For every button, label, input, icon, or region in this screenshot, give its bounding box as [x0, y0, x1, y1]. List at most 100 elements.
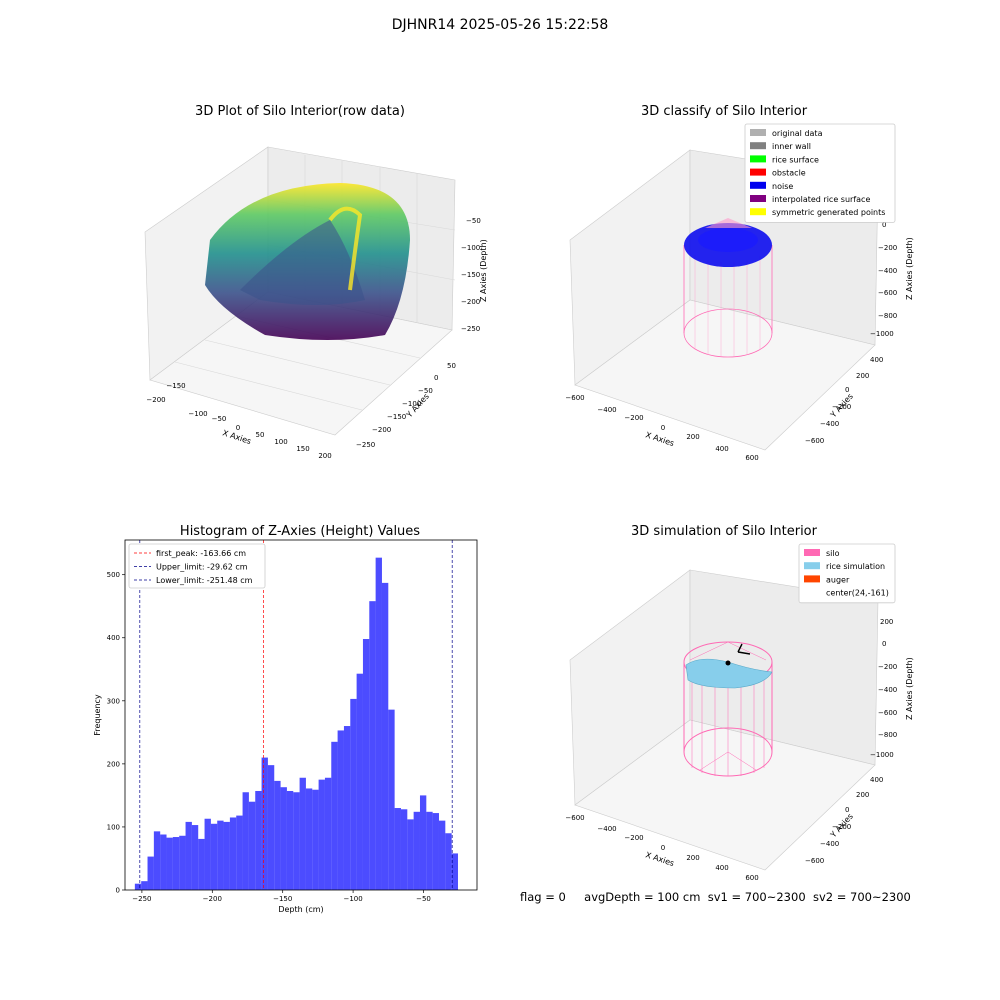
classify-z-tick: 0: [882, 221, 886, 229]
histogram-bar: [236, 815, 243, 890]
simulation-legend-swatch: [804, 562, 820, 570]
simulation-center-marker: [725, 643, 751, 666]
classify-x-tick: 400: [715, 445, 728, 453]
histogram-bar: [318, 779, 325, 890]
histogram-y-tick: 400: [107, 634, 120, 642]
histogram-bar: [172, 837, 180, 890]
histogram-bar: [293, 792, 300, 890]
histogram-chart: −250 −200 −150 −100 −50 0 100 200 300 400 500 Depth…: [93, 539, 478, 914]
classify-y-tick: 200: [856, 372, 869, 380]
simulation-y-tick: 400: [870, 776, 883, 784]
histogram-bar: [337, 730, 344, 890]
simulation-legend-label: auger: [826, 575, 850, 584]
histogram-bar: [280, 787, 287, 890]
simulation-y-tick: 200: [856, 791, 869, 799]
simulation-x-tick: −400: [597, 825, 616, 833]
raw-y-tick: −200: [372, 426, 391, 434]
raw-x-tick: 0: [236, 424, 240, 432]
classify-silo-wireframe: [683, 245, 773, 358]
histogram-bar: [223, 821, 230, 890]
histogram-bar: [350, 698, 357, 890]
simulation-x-label: X Axies: [644, 850, 675, 868]
histogram-bar: [438, 820, 446, 890]
classify-legend-swatch: [750, 168, 766, 176]
histogram-legend: first_peak: -163.66 cm Upper_limit: -29.6…: [128, 543, 266, 589]
classify-z-tick: −400: [878, 267, 897, 275]
raw-z-tick: −200: [461, 298, 480, 306]
histogram-bar: [210, 823, 218, 890]
histogram-bar: [407, 819, 414, 890]
raw-y-tick: 50: [447, 362, 456, 370]
classify-legend-label: symmetric generated points: [772, 208, 885, 217]
histogram-bar: [261, 757, 268, 890]
histogram-y-tick: 200: [107, 760, 120, 768]
histogram-title: Histogram of Z-Axies (Height) Values: [179, 524, 421, 539]
classify-plot-title: 3D classify of Silo Interior: [640, 104, 808, 119]
simulation-y-tick: −400: [820, 840, 839, 848]
histogram-bar: [248, 801, 256, 890]
simulation-z-tick: −200: [878, 663, 897, 671]
histogram-bar: [451, 853, 458, 890]
simulation-legend-swatch: [804, 549, 820, 556]
classify-x-tick: −600: [565, 394, 584, 402]
classify-legend-label: noise: [772, 182, 793, 191]
histogram-bar: [166, 837, 173, 890]
classify-legend-swatch: [750, 195, 766, 202]
histogram-y-tick: 0: [116, 887, 120, 895]
classify-y-tick: −600: [805, 437, 824, 445]
raw-z-tick: −150: [461, 271, 480, 279]
histogram-bar: [274, 780, 281, 890]
histogram-x-tick: −100: [343, 895, 362, 903]
simulation-rice-surface: [685, 658, 773, 689]
simulation-x-tick: 600: [745, 874, 758, 882]
histogram-frame: [124, 539, 478, 891]
status-footer: flag = 0 avgDepth = 100 cm sv1 = 700~230…: [520, 890, 911, 904]
classify-z-tick: −800: [878, 312, 897, 320]
simulation-y-tick: −600: [805, 857, 824, 865]
histogram-bar: [191, 825, 199, 890]
raw-x-tick: −100: [188, 410, 207, 418]
classify-z-tick: −600: [878, 289, 897, 297]
histogram-bar: [305, 788, 313, 890]
histogram-x-tick: −150: [273, 895, 292, 903]
raw-y-tick: −150: [387, 413, 406, 421]
histogram-bar: [369, 601, 376, 890]
simulation-legend-label: center(24,-161): [826, 589, 889, 598]
classify-x-tick: 0: [661, 424, 665, 432]
classify-legend-swatch: [750, 142, 766, 150]
classify-legend-label: rice surface: [772, 155, 819, 164]
simulation-z-tick: −1000: [870, 751, 894, 759]
simulation-x-tick: 0: [661, 844, 665, 852]
raw-plot-title: 3D Plot of Silo Interior(row data): [195, 104, 405, 119]
classify-x-tick: 200: [686, 433, 699, 441]
classify-noise-points: [684, 218, 772, 267]
classify-legend-swatch: [750, 129, 766, 136]
histogram-bar: [153, 831, 161, 890]
histogram-bar: [217, 820, 224, 890]
classify-legend-label: original data: [772, 129, 823, 138]
histogram-bar: [255, 790, 262, 890]
simulation-plot-title: 3D simulation of Silo Interior: [631, 524, 817, 539]
classify-x-label: X Axies: [644, 430, 675, 448]
raw-x-tick: −150: [166, 382, 185, 390]
simulation-legend: silo rice simulation auger center(24,-161): [798, 543, 896, 604]
histogram-x-tick: −50: [416, 895, 431, 903]
classify-legend-swatch: [750, 208, 766, 216]
sv2-text: sv2 = 700~2300: [812, 890, 911, 904]
avg-depth-text: avgDepth = 100 cm: [584, 890, 701, 904]
histogram-bar: [362, 639, 370, 890]
raw-z-tick: −100: [461, 244, 480, 252]
flag-text: flag = 0: [520, 890, 566, 904]
simulation-z-tick: −600: [878, 709, 897, 717]
simulation-x-tick: 400: [715, 864, 728, 872]
raw-x-tick: −200: [146, 396, 165, 404]
histogram-bar: [134, 883, 142, 890]
raw-y-tick: 0: [434, 374, 438, 382]
classify-y-tick: −200: [832, 403, 851, 411]
simulation-x-tick: 200: [686, 854, 699, 862]
raw-x-tick: 100: [274, 438, 287, 446]
raw-x-tick: −50: [212, 415, 227, 423]
classify-x-tick: −200: [624, 414, 643, 422]
histogram-bar: [413, 811, 420, 890]
